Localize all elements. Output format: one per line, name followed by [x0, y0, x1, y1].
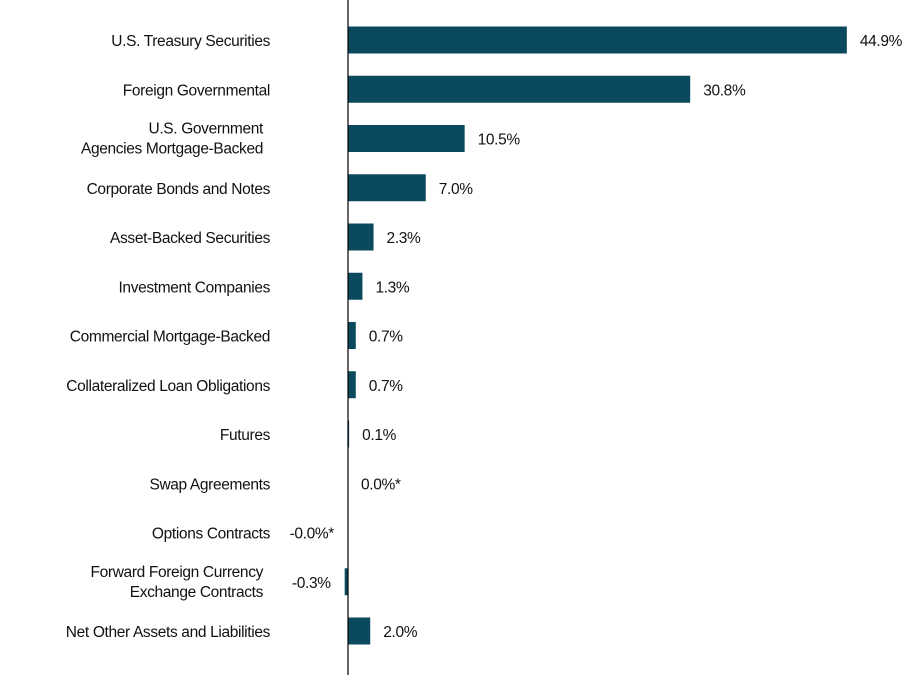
data-label: 30.8%	[703, 82, 746, 99]
data-label: 2.3%	[387, 230, 421, 247]
data-label: 44.9%	[860, 33, 903, 50]
category-label-line: Commercial Mortgage-Backed	[70, 329, 270, 346]
category-label-line: Asset-Backed Securities	[110, 230, 271, 247]
data-label: 10.5%	[478, 132, 521, 149]
category-label: Net Other Assets and Liabilities	[66, 624, 271, 641]
category-label-line: Options Contracts	[152, 526, 271, 543]
category-label: Commercial Mortgage-Backed	[70, 329, 270, 346]
category-label: Foreign Governmental	[123, 82, 270, 99]
bar	[348, 371, 356, 399]
data-label: 7.0%	[439, 181, 473, 198]
category-label-line: Agencies Mortgage-Backed	[81, 141, 263, 158]
category-label-line: U.S. Treasury Securities	[111, 33, 270, 50]
data-label: 1.3%	[375, 279, 409, 296]
category-label-line: Forward Foreign Currency	[91, 564, 264, 581]
bar	[348, 26, 847, 54]
category-label: U.S. Treasury Securities	[111, 33, 270, 50]
category-label: Swap Agreements	[149, 476, 270, 493]
category-label-line: Net Other Assets and Liabilities	[66, 624, 271, 641]
data-label: 0.7%	[369, 329, 403, 346]
data-label: 0.7%	[369, 378, 403, 395]
data-label: 0.1%	[362, 427, 396, 444]
bar	[348, 272, 363, 300]
category-label: Collateralized Loan Obligations	[66, 378, 270, 395]
data-label: -0.3%	[292, 575, 331, 592]
category-label-line: Swap Agreements	[149, 476, 270, 493]
category-label-line: Futures	[220, 427, 271, 444]
bar	[348, 174, 426, 202]
data-label: 2.0%	[383, 624, 417, 641]
bar	[348, 322, 356, 349]
category-label: Investment Companies	[118, 279, 270, 296]
category-label-line: Collateralized Loan Obligations	[66, 378, 270, 395]
data-label: -0.0%*	[290, 526, 335, 543]
category-label-line: Investment Companies	[118, 279, 270, 296]
category-label-line: Corporate Bonds and Notes	[87, 181, 271, 198]
category-label: Forward Foreign Currency Exchange Contrac…	[91, 564, 264, 601]
bar	[348, 617, 371, 645]
category-label: Asset-Backed Securities	[110, 230, 271, 247]
bar	[348, 125, 465, 152]
category-label-line: U.S. Government	[149, 121, 265, 138]
category-label: Options Contracts	[152, 526, 271, 543]
category-label-line: Exchange Contracts	[130, 584, 264, 601]
category-label-line: Foreign Governmental	[123, 82, 270, 99]
category-label: U.S. Government Agencies Mortgage-Backed	[81, 121, 264, 158]
category-label: Corporate Bonds and Notes	[87, 181, 271, 198]
bar	[348, 75, 691, 103]
category-label: Futures	[220, 427, 271, 444]
bar	[344, 568, 348, 596]
data-label: 0.0%*	[361, 476, 401, 493]
bar	[348, 223, 374, 251]
